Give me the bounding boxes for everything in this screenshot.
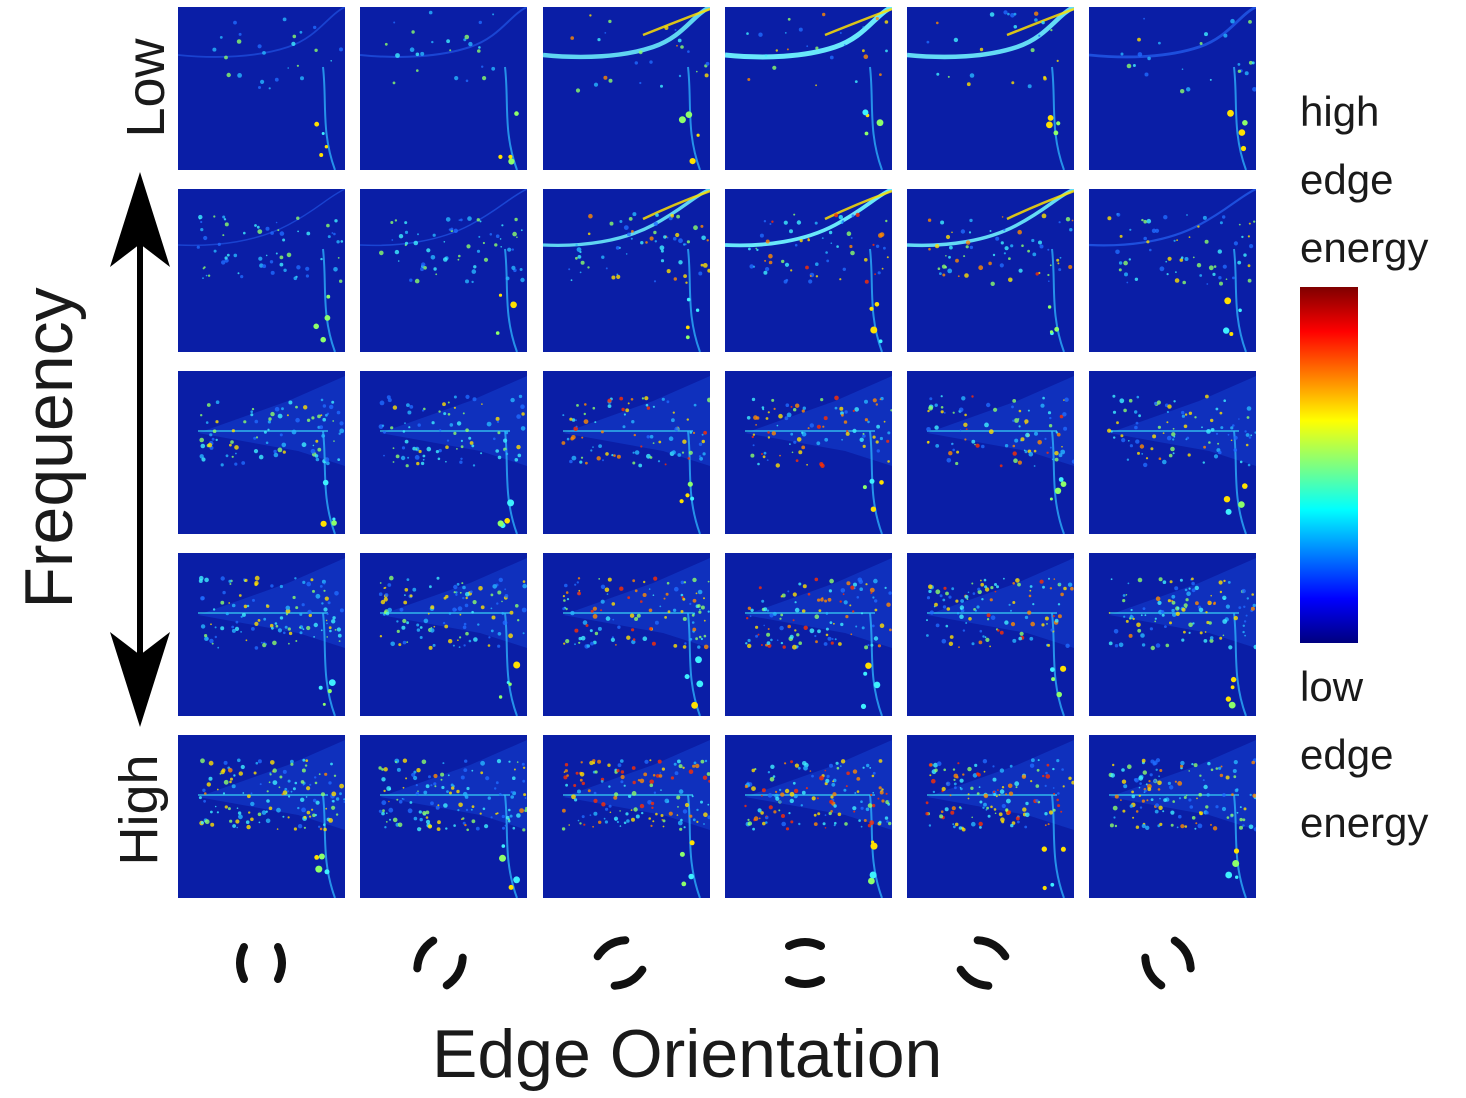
panel [360, 553, 527, 716]
orientation-glyph-icon [236, 943, 286, 983]
panel [1089, 735, 1256, 898]
y-high-label: High [109, 754, 169, 866]
panel [907, 553, 1074, 716]
panel [360, 189, 527, 352]
legend-high-label: high edge energy [1300, 78, 1428, 282]
panel [543, 371, 710, 534]
panel [907, 189, 1074, 352]
orientation-glyph-icon [593, 936, 647, 990]
panel [360, 735, 527, 898]
orientation-glyphs [236, 936, 1195, 990]
panel [178, 7, 345, 170]
orientation-glyph-icon [1141, 936, 1195, 990]
panel [178, 189, 345, 352]
legend-low-line: energy [1300, 799, 1429, 846]
legend-low-label: low edge energy [1300, 653, 1428, 857]
panel [1089, 189, 1256, 352]
legend-low-line: low [1300, 663, 1364, 710]
panel [1089, 7, 1256, 170]
orientation-glyph-icon [785, 938, 825, 988]
panel [907, 735, 1074, 898]
panel [725, 735, 892, 898]
legend-high-line: high [1300, 88, 1380, 135]
y-axis-title: Frequency [11, 287, 87, 609]
orientation-glyph-icon [956, 936, 1010, 990]
panel [725, 189, 892, 352]
panel [178, 371, 345, 534]
legend-high-line: energy [1300, 224, 1429, 271]
panel [543, 7, 710, 170]
legend-high-line: edge [1300, 156, 1394, 203]
panel [543, 189, 710, 352]
panel [360, 7, 527, 170]
panel [725, 7, 892, 170]
panel [178, 553, 345, 716]
panel [907, 7, 1074, 170]
panel [725, 553, 892, 716]
legend-low-line: edge [1300, 731, 1394, 778]
frequency-arrow-icon [110, 172, 170, 727]
panel [178, 735, 345, 898]
colorbar [1300, 287, 1358, 643]
orientation-glyph-icon [413, 936, 467, 990]
panel [1089, 553, 1256, 716]
panel [543, 553, 710, 716]
panel [907, 371, 1074, 534]
panel [543, 735, 710, 898]
panel [725, 371, 892, 534]
panel [1089, 371, 1256, 534]
panel [360, 371, 527, 534]
x-axis-title: Edge Orientation [432, 1016, 943, 1092]
y-low-label: Low [116, 38, 176, 138]
